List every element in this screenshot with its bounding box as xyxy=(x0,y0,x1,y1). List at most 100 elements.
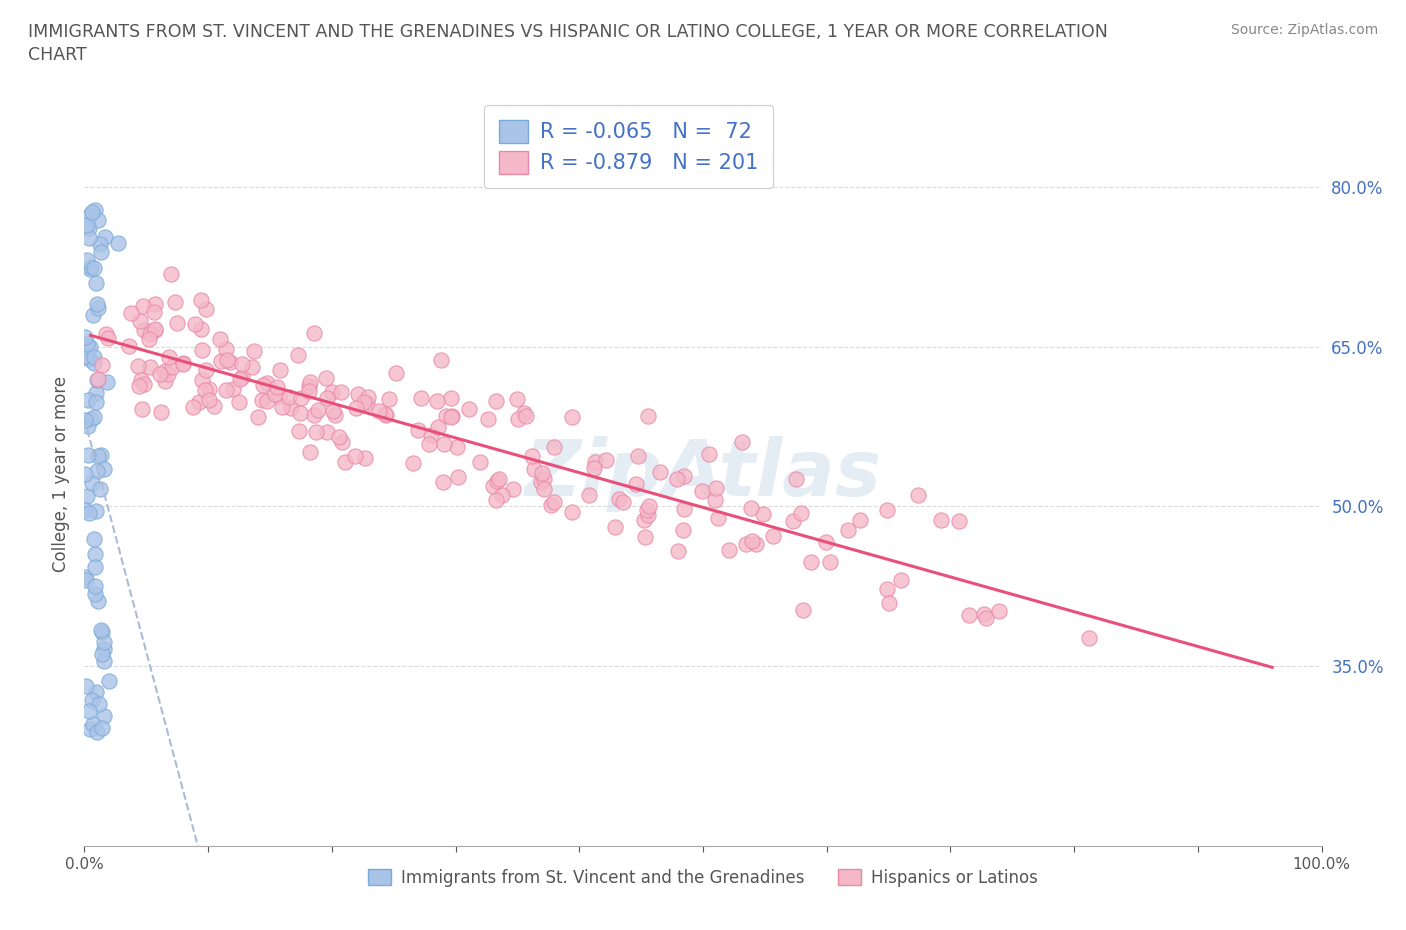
Point xyxy=(425,393,447,408)
Point xyxy=(502,481,524,496)
Point xyxy=(145,297,167,312)
Point xyxy=(583,460,606,475)
Point xyxy=(84,547,107,562)
Point xyxy=(266,379,288,394)
Point xyxy=(222,382,245,397)
Point xyxy=(321,385,343,400)
Point xyxy=(302,326,325,340)
Point xyxy=(988,604,1011,618)
Point xyxy=(73,467,96,482)
Point xyxy=(208,332,231,347)
Text: Source: ZipAtlas.com: Source: ZipAtlas.com xyxy=(1230,23,1378,37)
Point xyxy=(432,474,454,489)
Point xyxy=(77,231,100,246)
Point xyxy=(634,530,657,545)
Point xyxy=(172,356,194,371)
Point xyxy=(90,245,112,259)
Point xyxy=(191,373,214,388)
Point xyxy=(374,406,396,421)
Point xyxy=(90,623,112,638)
Point xyxy=(434,408,457,423)
Point xyxy=(837,523,859,538)
Point xyxy=(215,382,238,397)
Point xyxy=(418,437,440,452)
Point xyxy=(707,511,730,525)
Point xyxy=(353,450,375,465)
Point xyxy=(75,412,97,427)
Point xyxy=(79,505,101,520)
Point xyxy=(139,326,162,341)
Point xyxy=(86,297,108,312)
Point xyxy=(672,523,695,538)
Point xyxy=(93,654,115,669)
Point xyxy=(215,342,238,357)
Point xyxy=(79,261,101,276)
Point xyxy=(91,357,114,372)
Point xyxy=(666,472,689,486)
Point xyxy=(143,305,166,320)
Point xyxy=(228,394,250,409)
Point xyxy=(704,480,727,495)
Point xyxy=(84,684,107,699)
Point xyxy=(252,378,274,392)
Point xyxy=(316,424,339,439)
Point xyxy=(673,502,696,517)
Point xyxy=(184,316,207,331)
Point xyxy=(718,543,741,558)
Point xyxy=(156,366,179,381)
Point xyxy=(87,449,110,464)
Point xyxy=(280,401,302,416)
Point xyxy=(73,570,96,585)
Point xyxy=(740,501,762,516)
Point xyxy=(506,411,529,426)
Point xyxy=(93,634,115,649)
Point xyxy=(77,220,100,235)
Point xyxy=(82,716,104,731)
Point xyxy=(87,300,110,315)
Point xyxy=(82,308,104,323)
Point xyxy=(673,469,696,484)
Point xyxy=(79,704,101,719)
Point xyxy=(89,482,111,497)
Point xyxy=(890,572,912,587)
Point xyxy=(80,205,103,219)
Point xyxy=(353,394,375,409)
Point xyxy=(228,372,250,387)
Point xyxy=(86,464,108,479)
Point xyxy=(876,502,898,517)
Point xyxy=(485,393,508,408)
Point xyxy=(322,404,344,418)
Point xyxy=(87,593,110,608)
Point xyxy=(447,470,470,485)
Point xyxy=(633,513,655,528)
Point xyxy=(76,218,98,232)
Point xyxy=(80,693,103,708)
Point xyxy=(486,473,509,488)
Point xyxy=(439,409,461,424)
Point xyxy=(209,353,232,368)
Point xyxy=(741,534,763,549)
Point xyxy=(346,386,368,401)
Point xyxy=(128,379,150,393)
Point xyxy=(298,384,321,399)
Point xyxy=(75,679,97,694)
Point xyxy=(181,400,204,415)
Point xyxy=(344,448,367,463)
Point xyxy=(73,503,96,518)
Point xyxy=(440,391,463,405)
Point xyxy=(287,348,309,363)
Point xyxy=(543,495,565,510)
Point xyxy=(240,360,263,375)
Point xyxy=(931,513,953,528)
Point xyxy=(107,235,129,250)
Point xyxy=(333,455,356,470)
Point xyxy=(75,572,97,587)
Point xyxy=(194,363,217,378)
Point xyxy=(79,207,101,222)
Point xyxy=(242,343,264,358)
Point xyxy=(491,487,513,502)
Point xyxy=(876,582,898,597)
Point xyxy=(197,381,219,396)
Point xyxy=(540,498,562,512)
Point xyxy=(730,435,752,450)
